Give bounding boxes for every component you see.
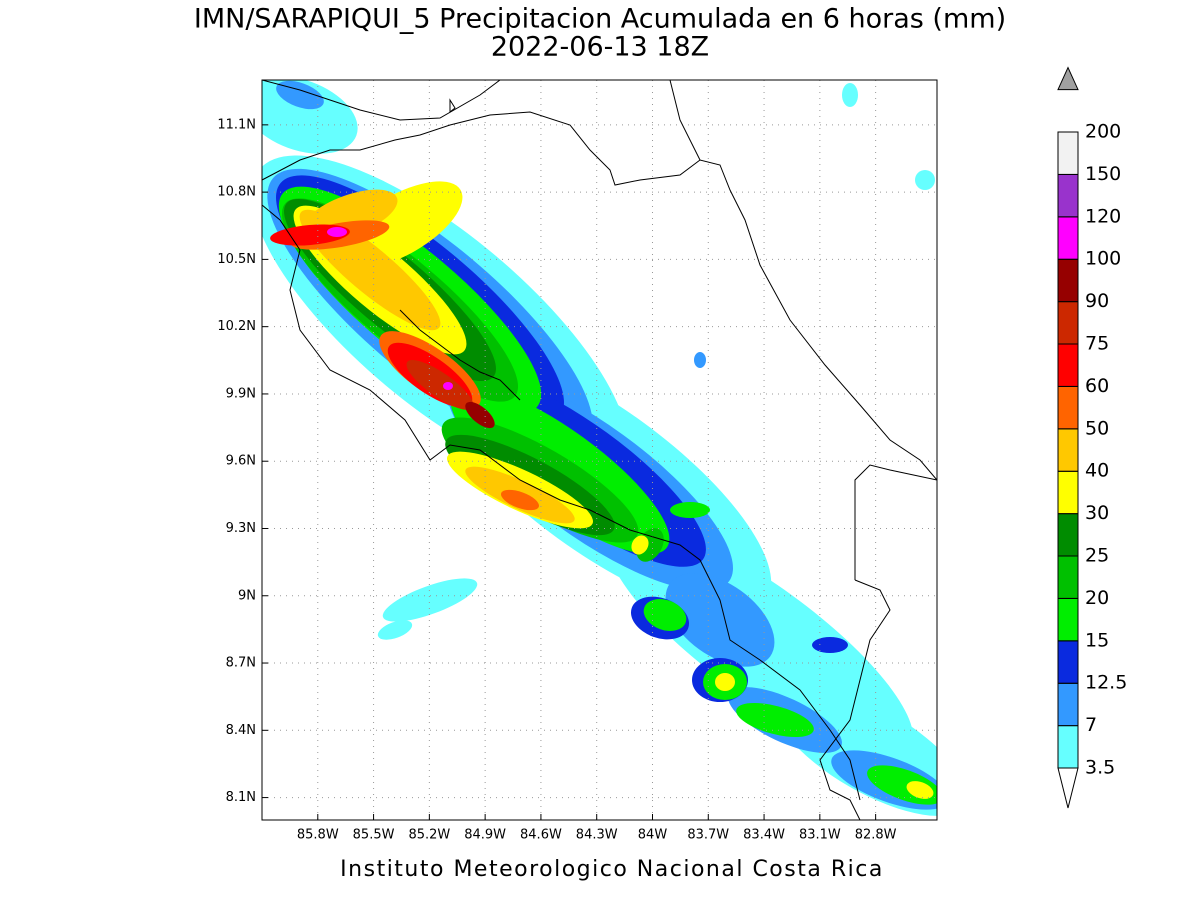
plot-frame [261,79,938,821]
precip-area [443,382,453,390]
colorbar-segment [1057,597,1079,642]
border-south [819,579,891,820]
x-tick-label: 83.7W [687,828,729,843]
y-tick-label: 11.1N [217,117,256,132]
border-north [669,80,701,161]
colorbar-label: 40 [1085,460,1109,482]
colorbar-label: 75 [1085,333,1109,355]
colorbar-label: 20 [1085,587,1109,609]
y-tick-label: 8.7N [226,656,256,671]
colorbar-segment [1057,385,1079,430]
precip-area [406,360,474,410]
colorbar-label: 90 [1085,290,1109,312]
border-panama [854,464,937,580]
colorbar-segment [1057,428,1079,472]
colorbar-segment [1057,682,1079,727]
coastlines [262,80,937,820]
colorbar-segment [1057,725,1079,769]
colorbar-label: 30 [1085,502,1109,524]
colorbar-label: 12.5 [1085,672,1127,694]
gulf-nicoya [399,309,521,401]
colorbar-segment [1057,131,1079,175]
x-tick-label: 83.4W [743,828,785,843]
precip-area [812,637,848,653]
x-tick-label: 84W [638,828,668,843]
x-tick-label: 84.6W [520,828,562,843]
footer: Instituto Meteorologico Nacional Costa R… [340,857,884,882]
colorbar-over [1057,66,1079,91]
colorbar: 3.5 7 12.5 15 20 25 30 40 50 60 75 90 100 120 150 200 [1057,66,1127,809]
colorbar-label: 60 [1085,375,1109,397]
colorbar-segment [1057,513,1079,557]
y-tick-label: 9.3N [226,521,256,536]
axes: 85.8W 85.5W 85.2W 84.9W 84.6W 84.3W 84W 83.7W 83… [217,117,896,842]
colorbar-segment [1057,173,1079,218]
colorbar-label: 25 [1085,545,1109,567]
precip-area [665,573,775,667]
colorbar-label: 50 [1085,417,1109,439]
precip-area [715,673,735,691]
colorbar-label: 120 [1085,205,1121,227]
colorbar-segment [1057,555,1079,599]
precip-area [465,401,495,429]
precip-area [915,170,935,190]
y-tick-label: 8.4N [226,723,256,738]
precip-area [631,535,649,555]
x-tick-label: 85.2W [408,828,450,843]
precip-field [262,80,937,816]
precip-area [906,781,934,799]
y-tick-label: 8.1N [226,790,256,805]
map-subtitle: 2022-06-13 18Z [491,32,709,63]
y-tick-label: 9N [238,588,256,603]
caribbean-coast [262,111,937,481]
precip-area [262,80,358,154]
colorbar-label: 200 [1085,121,1121,143]
x-tick-label: 85.5W [353,828,395,843]
precip-area [842,83,858,107]
y-tick-label: 9.6N [226,454,256,469]
precip-area [501,489,539,511]
precip-area [643,599,687,631]
x-tick-label: 84.9W [464,828,506,843]
nicaragua-coast [262,80,501,121]
colorbar-segment [1057,470,1079,515]
island [449,98,456,114]
colorbar-segment [1057,258,1079,303]
map-title: IMN/SARAPIQUI_5 Precipitacion Acumulada … [194,4,1006,35]
x-tick-label: 85.8W [297,828,339,843]
y-tick-label: 10.5N [217,252,256,267]
y-tick-label: 10.2N [217,319,256,334]
precip-area [276,80,324,110]
colorbar-under [1057,767,1079,809]
y-tick-label: 9.9N [226,386,256,401]
colorbar-label: 100 [1085,248,1121,270]
precip-area [736,702,814,738]
x-tick-label: 82.8W [855,828,897,843]
colorbar-label: 3.5 [1085,757,1115,779]
colorbar-label: 7 [1085,714,1097,736]
pacific-coast [262,204,861,801]
precip-area [382,578,478,622]
x-tick-label: 84.3W [576,828,618,843]
colorbar-segment [1057,343,1079,387]
x-tick-label: 83.1W [799,828,841,843]
colorbar-label: 15 [1085,629,1109,651]
colorbar-segment [1057,216,1079,260]
precip-area [377,620,413,640]
precip-area [327,227,347,237]
colorbar-label: 150 [1085,163,1121,185]
y-tick-label: 10.8N [217,185,256,200]
precip-area [694,352,706,368]
colorbar-segment [1057,640,1079,684]
precip-area [670,502,710,518]
colorbar-segment [1057,301,1079,345]
